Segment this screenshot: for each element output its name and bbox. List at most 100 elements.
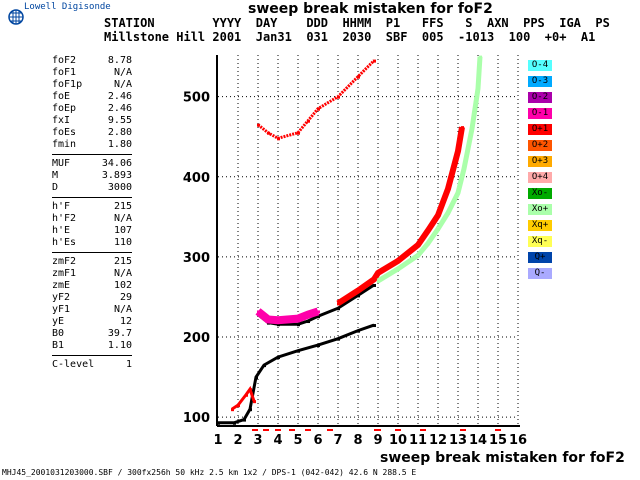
data-point	[255, 376, 258, 380]
legend-item: O-4	[528, 60, 552, 71]
data-point	[373, 59, 376, 63]
header-label-8: AXN	[486, 16, 524, 30]
legend-item: O-1	[528, 108, 552, 119]
divider	[52, 252, 132, 253]
header-label-4: HHMM	[342, 16, 386, 30]
data-point	[297, 323, 300, 327]
data-point	[277, 137, 280, 141]
param-row: foF1 N/A	[52, 67, 132, 79]
header-value-9: 100	[508, 30, 545, 44]
header-value-10: +0+	[544, 30, 581, 44]
param-row: yF1 N/A	[52, 304, 132, 316]
param-label: yE	[52, 316, 65, 327]
header-label-11: PS	[595, 16, 625, 30]
data-point	[417, 243, 420, 247]
data-point	[267, 318, 270, 322]
y-tick-label: 200	[183, 331, 210, 346]
x-tick-label: 16	[509, 433, 527, 448]
data-point	[297, 349, 300, 353]
data-point	[317, 344, 320, 348]
param-label: fxI	[52, 115, 71, 126]
data-point	[457, 191, 460, 195]
header-value-7: -1	[458, 30, 473, 44]
data-point	[317, 310, 320, 314]
legend: O-4 O-3 O-2 O-1 O+1 O+2 O+3 O+4 Xo- Xo+ Xq+ Xq- Q+ Q-	[528, 60, 552, 284]
param-value: 215	[113, 201, 132, 212]
param-value: 9.55	[107, 115, 132, 126]
param-label: foF2	[52, 55, 77, 66]
legend-item: O+1	[528, 124, 552, 135]
data-point	[437, 227, 440, 231]
x-tick-label: 11	[409, 433, 427, 448]
param-row: foF1p N/A	[52, 79, 132, 91]
data-point	[337, 337, 340, 341]
legend-item: Xo+	[528, 204, 552, 215]
sweep-mark	[252, 429, 258, 431]
param-value: 39.7	[107, 328, 132, 339]
data-point	[463, 167, 466, 171]
param-row: h'F 215	[52, 201, 132, 213]
data-point	[237, 404, 240, 408]
data-point	[253, 400, 256, 404]
sweep-mark	[460, 429, 466, 431]
param-value: 3.893	[101, 170, 132, 181]
param-label: B1	[52, 340, 65, 351]
data-point	[377, 271, 380, 275]
divider	[52, 355, 132, 356]
chart-title: sweep break mistaken for foF2	[248, 1, 493, 17]
x-tick-label: 1	[213, 433, 222, 448]
data-point	[397, 267, 400, 271]
data-point	[373, 278, 376, 282]
data-point	[267, 131, 270, 135]
data-point	[457, 150, 460, 154]
header-label-1: YYYY	[212, 16, 256, 30]
param-value: 107	[113, 225, 132, 236]
data-point	[307, 119, 310, 123]
x-tick-label: 8	[353, 433, 362, 448]
data-point	[317, 107, 320, 111]
param-row: MUF 34.06	[52, 158, 132, 170]
sweep-mark	[420, 429, 426, 431]
param-row: foE 2.46	[52, 91, 132, 103]
param-row: M 3.893	[52, 170, 132, 182]
param-label: h'Es	[52, 237, 77, 248]
legend-item: O-2	[528, 92, 552, 103]
param-label: foF1	[52, 67, 77, 78]
header-label-3: DDD	[306, 16, 343, 30]
legend-item: Xo-	[528, 188, 552, 199]
param-row: zmF1 N/A	[52, 268, 132, 280]
data-point	[307, 320, 310, 324]
param-label: M	[52, 170, 59, 181]
param-row: foEs 2.80	[52, 127, 132, 139]
param-label: MUF	[52, 158, 71, 169]
param-value: 1.80	[107, 139, 132, 150]
param-label: foEp	[52, 103, 77, 114]
data-point	[461, 126, 464, 130]
data-point	[231, 408, 234, 412]
param-value: 2.46	[107, 103, 132, 114]
sweep-mark	[305, 429, 311, 431]
data-point	[373, 283, 376, 287]
param-label: foF1p	[52, 79, 83, 90]
param-label: fmin	[52, 139, 77, 150]
x-tick-label: 12	[429, 433, 447, 448]
legend-item: O+2	[528, 140, 552, 151]
header-label-7: S	[465, 16, 487, 30]
header-value-11: A1	[580, 30, 610, 44]
header-value-5: SBF	[385, 30, 422, 44]
data-point	[427, 242, 430, 246]
sweep-mark	[263, 429, 269, 431]
param-label: foEs	[52, 127, 77, 138]
header-value-1: 2001	[212, 30, 256, 44]
param-value: 34.06	[101, 158, 132, 169]
param-value: 3000	[107, 182, 132, 193]
legend-item: O+3	[528, 156, 552, 167]
data-point	[277, 319, 280, 323]
y-tick-label: 100	[183, 411, 210, 426]
sweep-mark	[275, 429, 281, 431]
divider	[52, 197, 132, 198]
param-value: 1.10	[107, 340, 132, 351]
y-tick-label: 300	[183, 251, 210, 266]
param-row: B0 39.7	[52, 328, 132, 340]
param-label: h'F2	[52, 213, 77, 224]
